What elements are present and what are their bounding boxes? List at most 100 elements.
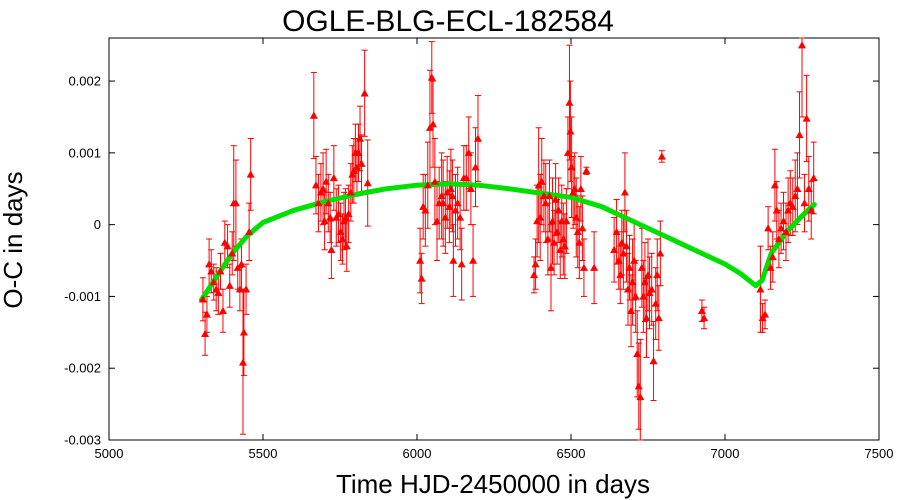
data-point	[446, 184, 455, 192]
data-point	[539, 191, 548, 200]
data-point	[777, 224, 786, 232]
data-point	[570, 184, 579, 192]
data-point	[437, 191, 446, 200]
data-point	[772, 206, 781, 214]
data-point	[560, 242, 569, 250]
data-point	[582, 166, 591, 175]
data-point	[433, 217, 442, 225]
data-point	[457, 260, 466, 268]
data-point	[637, 263, 646, 271]
data-point	[311, 181, 320, 189]
data-point	[798, 41, 806, 49]
data-point	[449, 256, 458, 264]
data-point	[804, 184, 813, 192]
data-point	[309, 111, 318, 119]
data-point	[541, 199, 550, 207]
x-tick-label: 7000	[711, 446, 740, 461]
data-point	[639, 292, 648, 300]
data-point	[441, 213, 450, 221]
data-point	[559, 235, 568, 243]
data-point	[566, 127, 575, 135]
data-point	[628, 278, 637, 286]
y-tick-label: -0.001	[64, 289, 101, 304]
x-tick-label: 7500	[865, 446, 894, 461]
data-point	[430, 177, 439, 185]
data-point	[625, 263, 634, 271]
data-point	[623, 285, 632, 293]
data-point	[800, 199, 809, 207]
data-point	[779, 217, 788, 225]
data-point	[344, 209, 353, 218]
data-point	[346, 188, 355, 196]
data-point	[573, 227, 582, 236]
data-point	[466, 184, 475, 192]
data-point	[788, 202, 797, 210]
data-point	[237, 260, 246, 268]
data-point	[360, 89, 369, 97]
data-point	[209, 278, 218, 286]
data-point	[612, 227, 621, 236]
data-point	[654, 313, 663, 322]
data-point	[563, 148, 572, 157]
data-point	[246, 170, 255, 178]
data-point	[239, 328, 248, 336]
data-point	[242, 285, 251, 293]
data-point	[617, 238, 626, 246]
data-point	[456, 213, 465, 221]
data-point	[448, 191, 457, 200]
data-point	[342, 242, 351, 250]
data-point	[319, 184, 328, 192]
data-point	[352, 163, 361, 171]
data-point	[216, 267, 225, 275]
data-point	[553, 227, 562, 236]
data-point	[770, 181, 779, 189]
data-point	[198, 295, 207, 303]
data-point	[562, 217, 571, 225]
data-point	[653, 270, 662, 279]
data-point	[462, 173, 471, 182]
data-point	[764, 224, 773, 232]
data-point	[633, 349, 642, 358]
data-point	[464, 148, 473, 157]
error-bars	[199, 37, 817, 441]
data-point	[537, 177, 546, 185]
data-point	[326, 213, 335, 221]
data-point	[427, 73, 436, 81]
data-point	[327, 245, 336, 253]
data-point	[565, 98, 574, 106]
y-tick-label: -0.002	[64, 361, 101, 376]
data-point	[473, 134, 482, 142]
data-point	[417, 274, 426, 282]
data-point	[336, 227, 345, 236]
data-point	[445, 202, 454, 210]
data-point	[579, 263, 588, 271]
data-point	[543, 235, 552, 243]
data-point	[619, 249, 628, 257]
data-point	[231, 199, 240, 207]
data-point	[795, 130, 804, 139]
fit-curve-group	[198, 181, 817, 303]
y-axis-label: O-C in days	[0, 171, 28, 308]
data-point	[238, 358, 247, 366]
data-point	[774, 235, 783, 243]
data-point	[616, 270, 625, 279]
data-point	[546, 263, 555, 271]
data-point	[620, 188, 629, 196]
x-tick-label: 5500	[249, 446, 278, 461]
data-point	[697, 306, 706, 314]
data-point	[536, 213, 545, 221]
data-point	[651, 299, 660, 307]
x-tick-label: 6000	[403, 446, 432, 461]
data-point	[634, 382, 643, 390]
x-tick-label: 6500	[557, 446, 586, 461]
data-point	[644, 270, 652, 279]
data-point	[320, 217, 329, 225]
data-point	[649, 357, 658, 365]
data-point	[656, 249, 665, 257]
data-point	[630, 256, 639, 264]
data-point	[802, 114, 811, 122]
data-point	[429, 120, 438, 128]
data-point	[700, 313, 709, 322]
data-point	[642, 313, 651, 322]
